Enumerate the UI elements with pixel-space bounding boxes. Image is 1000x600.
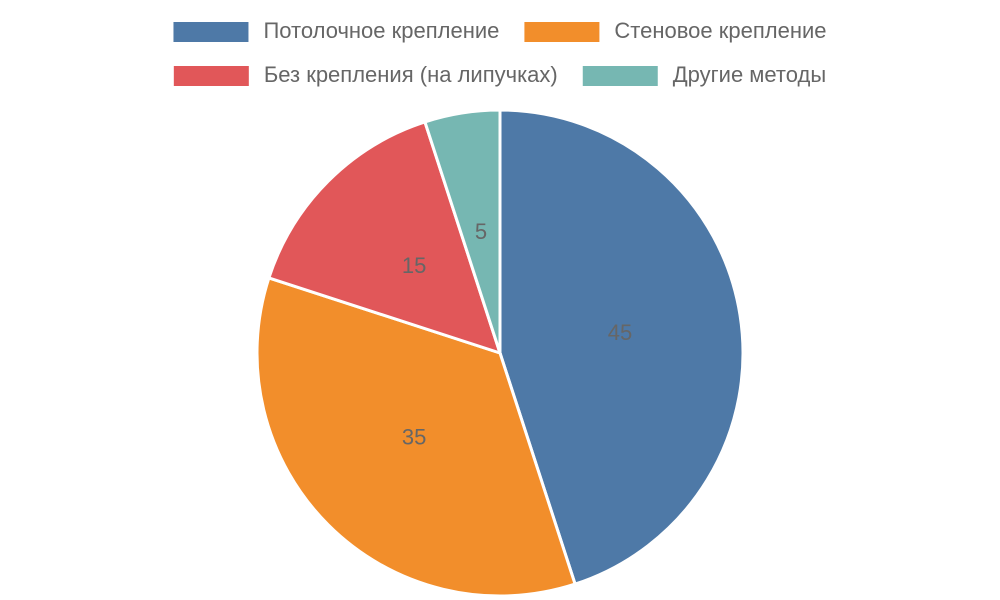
slice-label: 35	[402, 425, 426, 450]
legend-swatch	[582, 66, 658, 86]
legend-label: Потолочное крепление	[263, 18, 499, 43]
legend-label: Другие методы	[673, 62, 826, 87]
slice-label: 5	[475, 219, 487, 244]
legend-swatch	[173, 22, 249, 42]
pie-slice	[255, 276, 577, 598]
legend-label: Без крепления (на липучках)	[264, 62, 558, 87]
legend-swatch	[173, 66, 249, 86]
legend-label: Стеновое крепление	[614, 18, 826, 43]
legend-swatch	[524, 22, 600, 42]
pie-slice	[423, 108, 502, 354]
slice-label: 15	[402, 253, 426, 278]
slice-label: 45	[608, 320, 632, 345]
pie-slice	[498, 108, 745, 586]
